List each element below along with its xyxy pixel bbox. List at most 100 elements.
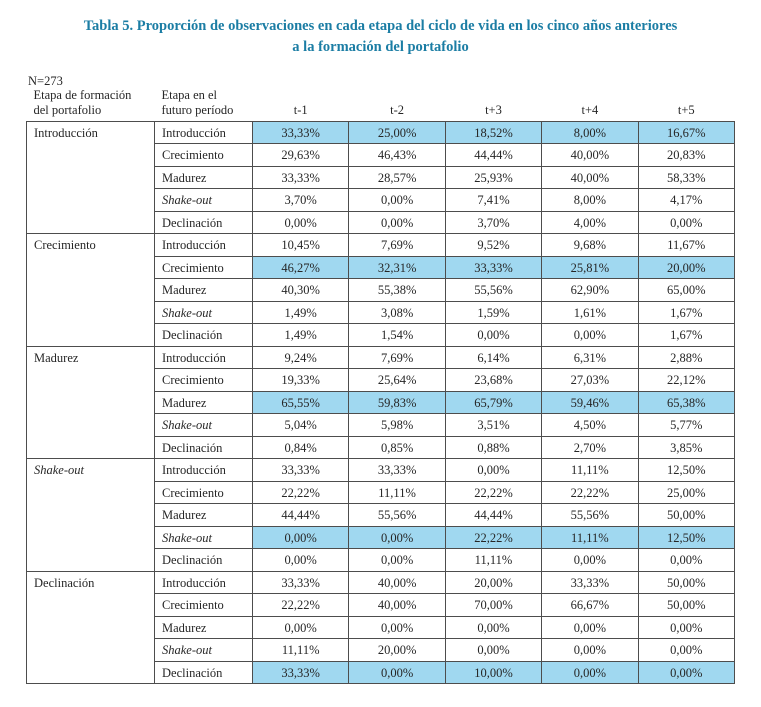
- table-row: Declinación 33,33% 0,00% 10,00% 0,00% 0,00%: [27, 660, 736, 685]
- proportion-cell: 7,69%: [348, 233, 446, 257]
- proportion-cell: 1,59%: [444, 300, 543, 325]
- proportion-cell: 19,33%: [251, 368, 350, 392]
- proportion-cell: 0,00%: [444, 458, 543, 482]
- proportion-cell: 22,22%: [541, 480, 639, 505]
- proportion-cell: 3,70%: [251, 188, 350, 212]
- proportion-cell: 0,00%: [637, 548, 736, 572]
- future-stage-cell: Declinación: [154, 210, 253, 235]
- proportion-cell: 0,00%: [348, 548, 446, 572]
- proportion-cell: 0,00%: [637, 638, 736, 662]
- proportion-cell: 29,63%: [251, 143, 350, 167]
- future-stage-cell: Madurez: [154, 390, 253, 415]
- table-row: Madurez 33,33% 28,57% 25,93% 40,00% 58,33%: [27, 165, 736, 190]
- proportion-cell: 11,11%: [251, 638, 350, 662]
- proportion-cell: 20,00%: [348, 638, 446, 662]
- proportion-cell: 0,00%: [348, 210, 446, 235]
- header-row: Etapa de formación del portafolio Etapa …: [27, 88, 735, 121]
- proportion-cell: 8,00%: [541, 120, 639, 145]
- col-header-t4: t+4: [581, 103, 599, 118]
- proportion-cell: 0,00%: [444, 323, 543, 347]
- proportion-cell: 33,33%: [444, 255, 543, 280]
- proportion-cell: 11,11%: [444, 548, 543, 572]
- proportion-cell: 3,85%: [637, 435, 736, 460]
- proportion-cell: 70,00%: [444, 593, 543, 617]
- proportion-cell: 65,00%: [637, 278, 736, 302]
- proportion-cell: 2,70%: [541, 435, 639, 460]
- future-stage-cell: Declinación: [154, 660, 253, 685]
- proportion-cell: 0,00%: [348, 660, 446, 685]
- proportion-cell: 25,64%: [348, 368, 446, 392]
- proportion-cell: 8,00%: [541, 188, 639, 212]
- lifecycle-proportions-table: Etapa de formación del portafolio Etapa …: [26, 88, 736, 685]
- proportion-cell: 12,50%: [637, 525, 736, 550]
- proportion-cell: 0,00%: [251, 210, 350, 235]
- proportion-cell: 9,52%: [444, 233, 543, 257]
- future-stage-cell: Introducción: [154, 458, 253, 482]
- proportion-cell: 5,98%: [348, 413, 446, 437]
- proportion-cell: 20,00%: [637, 255, 736, 280]
- proportion-cell: 7,41%: [444, 188, 543, 212]
- proportion-cell: 1,67%: [637, 300, 736, 325]
- proportion-cell: 3,70%: [444, 210, 543, 235]
- proportion-cell: 1,67%: [637, 323, 736, 347]
- proportion-cell: 4,50%: [541, 413, 639, 437]
- future-stage-cell: Crecimiento: [154, 593, 253, 617]
- table-row: Madurez 40,30% 55,38% 55,56% 62,90% 65,00%: [27, 278, 736, 302]
- portfolio-stage-cell: Declinación: [26, 570, 155, 685]
- proportion-cell: 33,33%: [251, 660, 350, 685]
- proportion-cell: 9,24%: [251, 345, 350, 370]
- proportion-cell: 0,00%: [348, 188, 446, 212]
- proportion-cell: 12,50%: [637, 458, 736, 482]
- proportion-cell: 22,22%: [444, 480, 543, 505]
- future-stage-cell: Shake-out: [154, 300, 253, 325]
- proportion-cell: 33,33%: [251, 120, 350, 145]
- proportion-cell: 25,00%: [637, 480, 736, 505]
- proportion-cell: 40,00%: [541, 165, 639, 190]
- proportion-cell: 4,00%: [541, 210, 639, 235]
- future-stage-cell: Introducción: [154, 233, 253, 257]
- future-stage-cell: Shake-out: [154, 638, 253, 662]
- proportion-cell: 55,38%: [348, 278, 446, 302]
- proportion-cell: 0,00%: [541, 615, 639, 640]
- proportion-cell: 0,85%: [348, 435, 446, 460]
- proportion-cell: 6,31%: [541, 345, 639, 370]
- proportion-cell: 10,00%: [444, 660, 543, 685]
- table-row: Crecimiento 19,33% 25,64% 23,68% 27,03% 22,12…: [27, 368, 736, 392]
- col-header-portfolio-stage: Etapa de formación del portafolio: [33, 88, 132, 118]
- proportion-cell: 46,27%: [251, 255, 350, 280]
- future-stage-cell: Madurez: [154, 278, 253, 302]
- table-row: Madurez 0,00% 0,00% 0,00% 0,00% 0,00%: [27, 615, 736, 640]
- proportion-cell: 2,88%: [637, 345, 736, 370]
- future-stage-cell: Introducción: [154, 345, 253, 370]
- proportion-cell: 22,12%: [637, 368, 736, 392]
- proportion-cell: 0,00%: [541, 638, 639, 662]
- future-stage-cell: Declinación: [154, 435, 253, 460]
- col-header-t-1: t-1: [293, 103, 308, 118]
- proportion-cell: 33,33%: [251, 165, 350, 190]
- proportion-cell: 33,33%: [251, 458, 350, 482]
- proportion-cell: 7,69%: [348, 345, 446, 370]
- table-row: Crecimiento 22,22% 11,11% 22,22% 22,22% 25,00…: [27, 480, 736, 505]
- proportion-cell: 40,00%: [541, 143, 639, 167]
- sample-size-label: N=273: [28, 74, 63, 89]
- proportion-cell: 50,00%: [637, 570, 736, 595]
- proportion-cell: 32,31%: [348, 255, 446, 280]
- proportion-cell: 0,84%: [251, 435, 350, 460]
- proportion-cell: 33,33%: [348, 458, 446, 482]
- proportion-cell: 0,00%: [541, 323, 639, 347]
- table-row: Declinación 0,84% 0,85% 0,88% 2,70% 3,85%: [27, 435, 736, 460]
- proportion-cell: 11,11%: [348, 480, 446, 505]
- table-row: Declinación 0,00% 0,00% 11,11% 0,00% 0,00%: [27, 548, 736, 572]
- table-row: Shake-out 11,11% 20,00% 0,00% 0,00% 0,00%: [27, 638, 736, 662]
- proportion-cell: 9,68%: [541, 233, 639, 257]
- proportion-cell: 11,11%: [541, 525, 639, 550]
- proportion-cell: 0,00%: [637, 660, 736, 685]
- proportion-cell: 20,00%: [444, 570, 543, 595]
- future-stage-cell: Declinación: [154, 548, 253, 572]
- table-row: Declinación 0,00% 0,00% 3,70% 4,00% 0,00%: [27, 210, 736, 235]
- table-row: Shake-out 3,70% 0,00% 7,41% 8,00% 4,17%: [27, 188, 736, 212]
- proportion-cell: 65,79%: [444, 390, 543, 415]
- proportion-cell: 46,43%: [348, 143, 446, 167]
- proportion-cell: 1,54%: [348, 323, 446, 347]
- portfolio-stage-cell: Introducción: [26, 120, 155, 235]
